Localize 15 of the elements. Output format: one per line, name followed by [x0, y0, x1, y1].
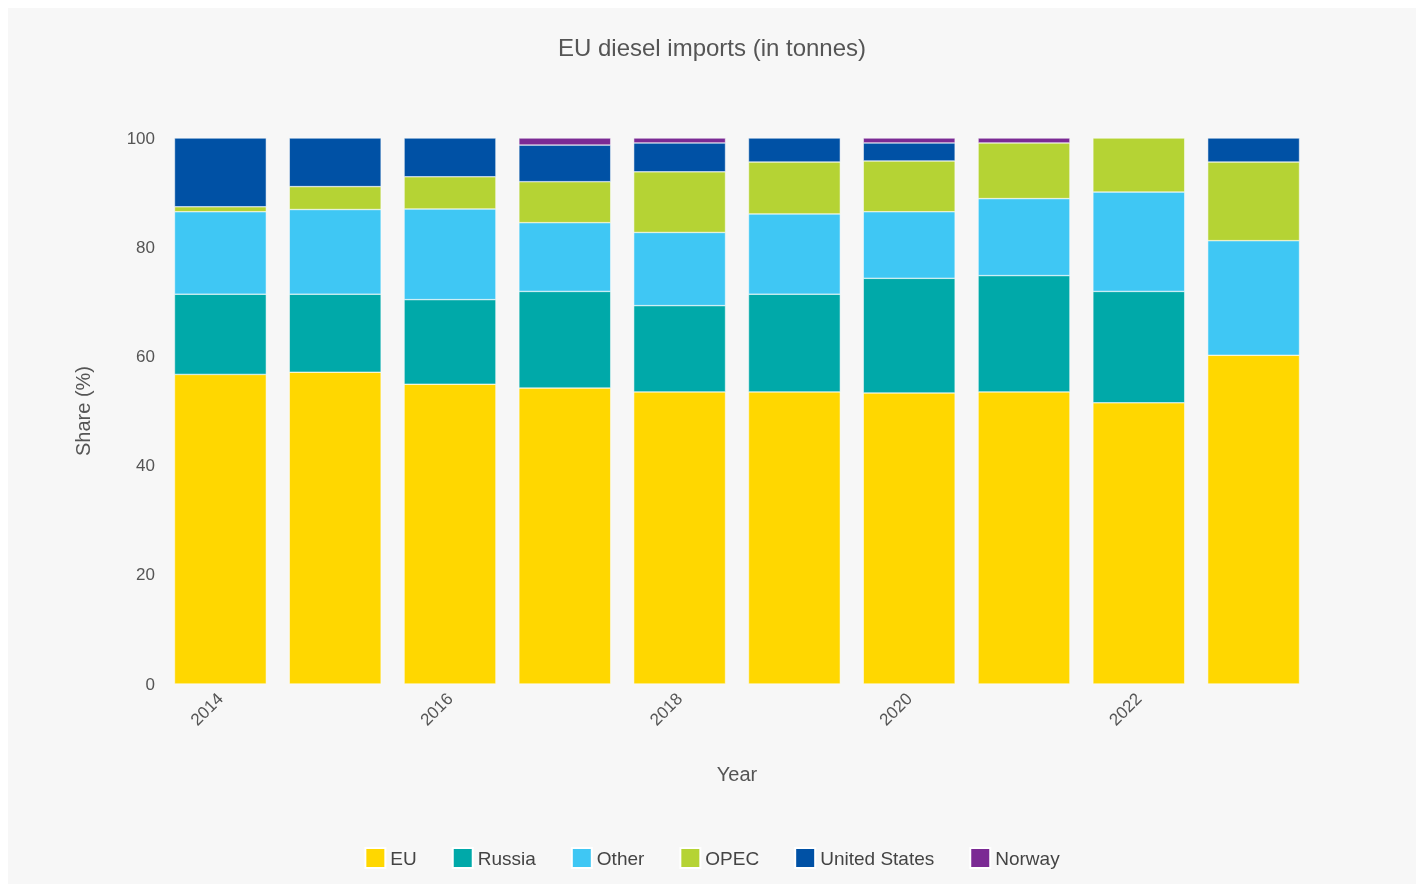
chart-title: EU diesel imports (in tonnes) — [557, 33, 867, 61]
legend-label: Other — [596, 847, 646, 869]
legend-label: OPEC — [705, 847, 760, 869]
y-axis-title: Share (%) — [72, 365, 94, 457]
y-tick-label: 100 — [126, 128, 155, 148]
y-tick-label: 40 — [136, 456, 155, 476]
legend-label: Russia — [477, 847, 537, 869]
legend-label: Norway — [995, 847, 1061, 869]
legend-label: United States — [820, 847, 935, 869]
x-axis-title: Year — [716, 763, 758, 785]
y-tick-label: 0 — [145, 674, 155, 694]
y-tick-label: 20 — [136, 565, 155, 585]
y-tick-label: 80 — [136, 237, 155, 257]
y-tick-label: 60 — [136, 346, 155, 366]
legend-label: EU — [390, 847, 417, 869]
